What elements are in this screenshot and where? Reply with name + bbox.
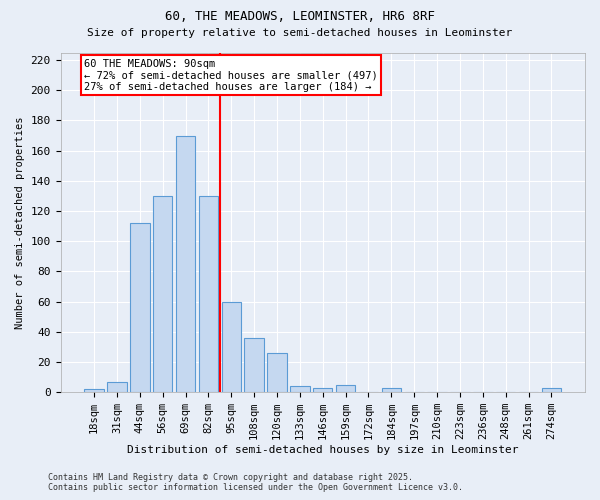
Bar	[221, 302, 241, 392]
Text: 60, THE MEADOWS, LEOMINSTER, HR6 8RF: 60, THE MEADOWS, LEOMINSTER, HR6 8RF	[165, 10, 435, 23]
Bar	[244, 338, 264, 392]
Bar	[313, 388, 332, 392]
Text: Size of property relative to semi-detached houses in Leominster: Size of property relative to semi-detach…	[88, 28, 512, 38]
Bar	[336, 384, 355, 392]
Text: 60 THE MEADOWS: 90sqm
← 72% of semi-detached houses are smaller (497)
27% of sem: 60 THE MEADOWS: 90sqm ← 72% of semi-deta…	[84, 58, 377, 92]
Bar	[268, 353, 287, 392]
Bar	[542, 388, 561, 392]
Bar	[153, 196, 172, 392]
Bar	[199, 196, 218, 392]
Bar	[130, 223, 149, 392]
Text: Contains HM Land Registry data © Crown copyright and database right 2025.
Contai: Contains HM Land Registry data © Crown c…	[48, 473, 463, 492]
Bar	[176, 136, 195, 392]
X-axis label: Distribution of semi-detached houses by size in Leominster: Distribution of semi-detached houses by …	[127, 445, 518, 455]
Bar	[107, 382, 127, 392]
Bar	[85, 389, 104, 392]
Bar	[382, 388, 401, 392]
Bar	[290, 386, 310, 392]
Y-axis label: Number of semi-detached properties: Number of semi-detached properties	[15, 116, 25, 328]
